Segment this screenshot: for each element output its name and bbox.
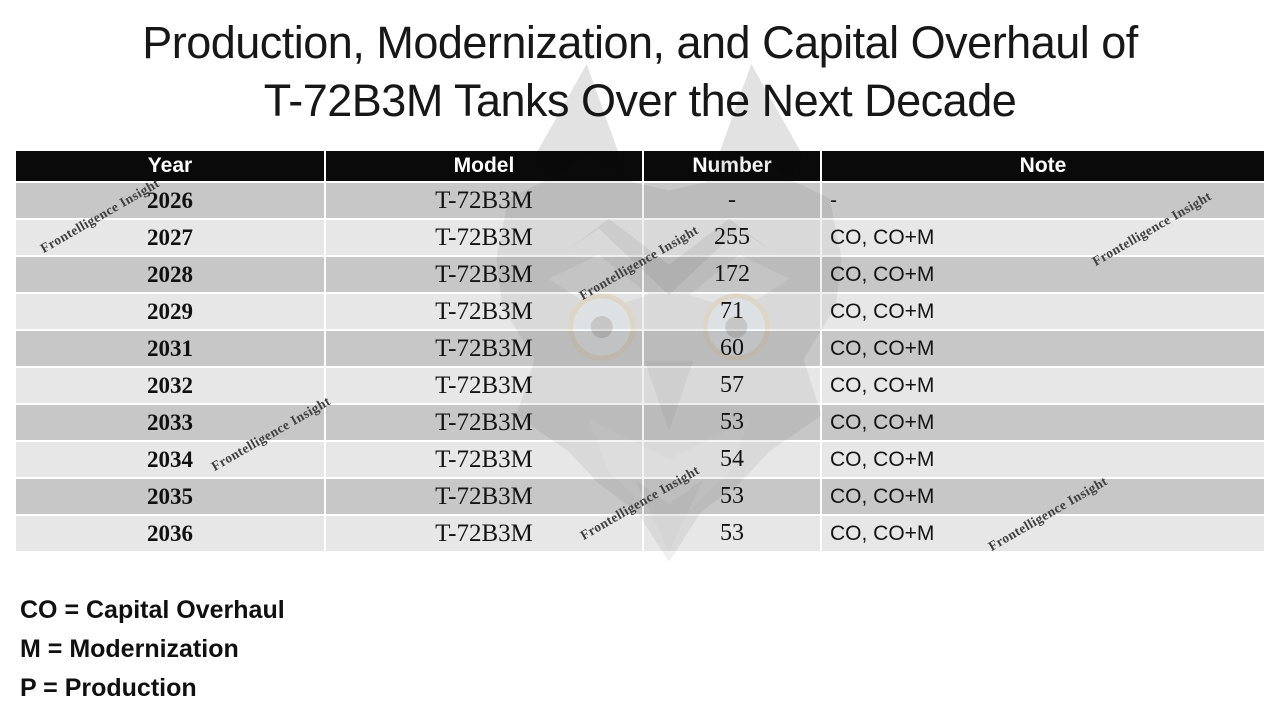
year-cell: 2028	[16, 257, 324, 292]
note-cell: -	[822, 183, 1264, 218]
number-cell: 53	[644, 479, 820, 514]
number-cell: 71	[644, 294, 820, 329]
table-row: 2035 T-72B3M 53 CO, CO+M	[16, 479, 1264, 514]
model-cell: T-72B3M	[326, 183, 642, 218]
model-cell: T-72B3M	[326, 294, 642, 329]
model-cell: T-72B3M	[326, 516, 642, 551]
year-cell: 2029	[16, 294, 324, 329]
number-cell: 53	[644, 405, 820, 440]
note-cell: CO, CO+M	[822, 331, 1264, 366]
column-header-note: Note	[822, 151, 1264, 181]
table-row: 2031 T-72B3M 60 CO, CO+M	[16, 331, 1264, 366]
number-cell: 60	[644, 331, 820, 366]
year-cell: 2036	[16, 516, 324, 551]
note-cell: CO, CO+M	[822, 479, 1264, 514]
year-cell: 2034	[16, 442, 324, 477]
page-title-line2: T-72B3M Tanks Over the Next Decade	[263, 75, 1017, 126]
model-cell: T-72B3M	[326, 442, 642, 477]
note-cell: CO, CO+M	[822, 405, 1264, 440]
number-cell: 255	[644, 220, 820, 255]
note-cell: CO, CO+M	[822, 516, 1264, 551]
year-cell: 2035	[16, 479, 324, 514]
column-header-year: Year	[16, 151, 324, 181]
legend: CO = Capital Overhaul M = Modernization …	[20, 591, 285, 708]
year-cell: 2032	[16, 368, 324, 403]
tank-schedule-table-wrap: Year Model Number Note 2026 T-72B3M - - …	[14, 149, 1266, 553]
legend-item-co: CO = Capital Overhaul	[20, 596, 285, 624]
table-row: 2036 T-72B3M 53 CO, CO+M	[16, 516, 1264, 551]
table-row: 2033 T-72B3M 53 CO, CO+M	[16, 405, 1264, 440]
column-header-number: Number	[644, 151, 820, 181]
table-row: 2034 T-72B3M 54 CO, CO+M	[16, 442, 1264, 477]
note-cell: CO, CO+M	[822, 220, 1264, 255]
year-cell: 2033	[16, 405, 324, 440]
year-cell: 2026	[16, 183, 324, 218]
number-cell: 54	[644, 442, 820, 477]
model-cell: T-72B3M	[326, 479, 642, 514]
table-row: 2027 T-72B3M 255 CO, CO+M	[16, 220, 1264, 255]
table-row: 2032 T-72B3M 57 CO, CO+M	[16, 368, 1264, 403]
table-row: 2026 T-72B3M - -	[16, 183, 1264, 218]
number-cell: 53	[644, 516, 820, 551]
model-cell: T-72B3M	[326, 331, 642, 366]
model-cell: T-72B3M	[326, 220, 642, 255]
note-cell: CO, CO+M	[822, 294, 1264, 329]
year-cell: 2031	[16, 331, 324, 366]
year-cell: 2027	[16, 220, 324, 255]
tank-schedule-table: Year Model Number Note 2026 T-72B3M - - …	[14, 149, 1266, 553]
number-cell: 172	[644, 257, 820, 292]
legend-item-p: P = Production	[20, 674, 197, 702]
model-cell: T-72B3M	[326, 257, 642, 292]
legend-item-m: M = Modernization	[20, 635, 239, 663]
table-row: 2029 T-72B3M 71 CO, CO+M	[16, 294, 1264, 329]
page-title: Production, Modernization, and Capital O…	[0, 14, 1280, 130]
number-cell: 57	[644, 368, 820, 403]
column-header-model: Model	[326, 151, 642, 181]
note-cell: CO, CO+M	[822, 257, 1264, 292]
note-cell: CO, CO+M	[822, 368, 1264, 403]
table-row: 2028 T-72B3M 172 CO, CO+M	[16, 257, 1264, 292]
model-cell: T-72B3M	[326, 368, 642, 403]
note-cell: CO, CO+M	[822, 442, 1264, 477]
page-title-line1: Production, Modernization, and Capital O…	[142, 17, 1138, 68]
model-cell: T-72B3M	[326, 405, 642, 440]
number-cell: -	[644, 183, 820, 218]
table-header-row: Year Model Number Note	[16, 151, 1264, 181]
